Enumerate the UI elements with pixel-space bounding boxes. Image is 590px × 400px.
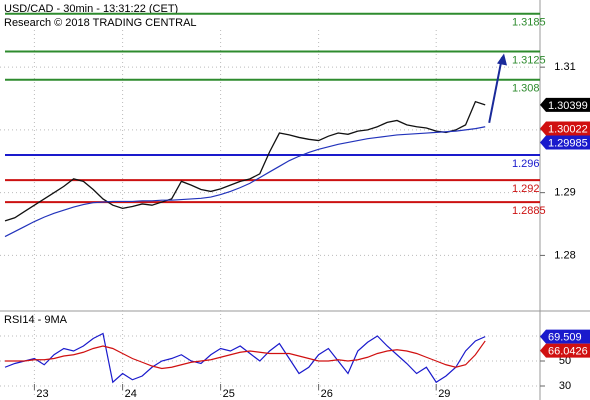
- price-badge: [540, 121, 590, 136]
- x-tick-label: 29: [438, 388, 450, 400]
- y-tick-label: 1.31: [554, 61, 575, 73]
- series-line: [4, 332, 486, 384]
- x-tick-label: 25: [223, 388, 235, 400]
- x-tick-label: 24: [125, 388, 137, 400]
- series-line: [5, 340, 486, 370]
- price-badge: [540, 329, 590, 344]
- chart-title: USD/CAD - 30min - 13:31:22 (CET): [4, 3, 178, 15]
- level-label: 1.2885: [512, 205, 546, 217]
- projection-arrow: [488, 57, 503, 124]
- y-tick-label: 30: [559, 380, 571, 392]
- x-tick-label: 26: [321, 388, 333, 400]
- level-label: 1.296: [512, 158, 540, 170]
- y-tick-label: 1.29: [554, 187, 575, 199]
- level-label: 1.3185: [512, 17, 546, 29]
- level-label: 1.3125: [512, 54, 546, 66]
- price-badge-label: 1.29985: [548, 137, 588, 149]
- price-badge-label: 66.0426: [548, 346, 588, 358]
- price-badge: [540, 343, 590, 358]
- x-tick-label: 23: [36, 388, 48, 400]
- series-line: [4, 100, 486, 222]
- rsi-title: RSI14 - 9MA: [4, 314, 68, 326]
- price-badge: [540, 135, 590, 150]
- arrow-head: [497, 53, 507, 66]
- level-label: 1.292: [512, 183, 540, 195]
- price-badge: [540, 97, 590, 112]
- price-badge-label: 1.30022: [548, 123, 588, 135]
- chart-subtitle: Research © 2018 TRADING CENTRAL: [4, 17, 197, 29]
- y-tick-label: 1.28: [554, 249, 575, 261]
- level-label: 1.308: [512, 83, 540, 95]
- price-badge-label: 69.509: [548, 332, 582, 344]
- series-line: [4, 126, 486, 238]
- y-tick-label: 50: [559, 355, 571, 367]
- price-badge-label: 1.30399: [548, 100, 588, 112]
